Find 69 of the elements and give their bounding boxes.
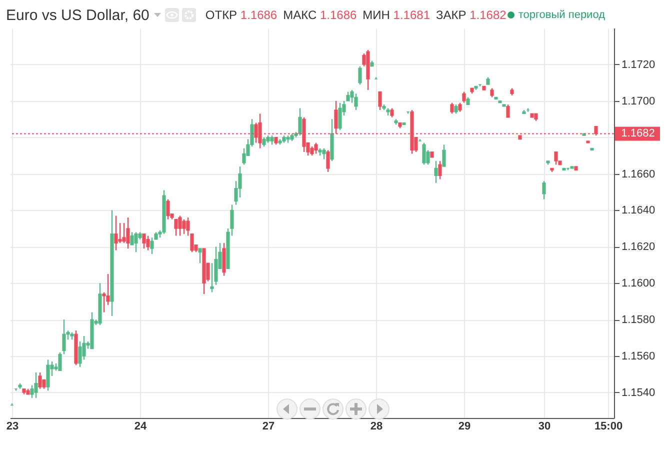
y-tick-label: 1.1580	[622, 314, 656, 326]
candlestick	[462, 91, 466, 104]
candlestick	[146, 235, 150, 251]
candlestick	[358, 66, 362, 86]
candlestick	[178, 215, 182, 236]
candlestick	[450, 102, 454, 114]
candlestick	[554, 151, 558, 166]
candlestick	[122, 222, 126, 244]
candlestick	[174, 218, 178, 236]
candlestick	[326, 150, 330, 173]
candlestick	[310, 146, 314, 156]
y-tick-label: 1.1620	[622, 241, 656, 254]
candlestick	[314, 142, 318, 154]
text: МАКС 1.1686	[283, 8, 357, 22]
candlestick	[242, 148, 246, 166]
candlestick	[298, 108, 302, 136]
candlestick	[114, 215, 118, 251]
text: ОТКР 1.1686	[205, 8, 278, 22]
y-tick-label: 1.1640	[622, 204, 656, 217]
candlestick	[166, 198, 170, 220]
x-tick-label: 30	[538, 420, 551, 432]
candlestick	[210, 262, 214, 293]
candlestick	[222, 242, 226, 276]
candlestick	[62, 318, 66, 355]
candlestick	[506, 104, 510, 118]
candlestick	[134, 232, 138, 253]
candlestick	[270, 134, 274, 146]
text: ЗАКР 1.1682	[436, 8, 506, 22]
x-tick-label: 27	[262, 420, 275, 432]
candlestick	[322, 148, 326, 160]
candlestick	[58, 352, 62, 372]
x-tick-label: 24	[134, 420, 148, 432]
candlestick	[118, 222, 122, 244]
candlestick	[454, 104, 458, 114]
candlestick	[142, 233, 146, 250]
ref-line-label: 1.1682	[621, 128, 655, 140]
candlestick	[46, 359, 50, 392]
candlestick	[442, 144, 446, 168]
x-tick-label: 28	[370, 420, 383, 432]
y-tick-label: 1.1600	[622, 278, 656, 290]
candlestick	[198, 248, 202, 264]
candlestick	[434, 160, 438, 184]
candlestick	[490, 88, 494, 98]
x-tick-label: 29	[458, 420, 471, 432]
candlestick	[42, 379, 46, 390]
text: МИН 1.1681	[362, 8, 430, 22]
candlestick	[38, 372, 42, 390]
y-tick-label: 1.1700	[622, 95, 656, 108]
x-tick-label: 15:00	[594, 420, 623, 432]
candlestick	[34, 372, 38, 399]
x-tick-label: 23	[6, 420, 19, 432]
y-tick-label: 1.1540	[622, 386, 656, 399]
y-tick-label: 1.1720	[622, 58, 656, 71]
candlestick	[542, 180, 546, 200]
chart-title: Euro vs US Dollar, 60	[6, 6, 150, 24]
candlestick	[150, 236, 154, 255]
candlestick	[182, 218, 186, 235]
candlestick	[126, 216, 130, 250]
y-tick-label: 1.1560	[622, 350, 656, 363]
candlestick	[378, 91, 382, 111]
candlestick	[338, 102, 342, 131]
candlestick	[438, 160, 442, 180]
y-tick-label: 1.1660	[622, 168, 656, 180]
candlestick	[422, 142, 426, 166]
candlestick	[262, 136, 266, 148]
candlestick	[390, 108, 394, 118]
text: торговый период	[517, 9, 605, 21]
candlestick	[354, 93, 358, 111]
candlestick	[458, 102, 462, 112]
